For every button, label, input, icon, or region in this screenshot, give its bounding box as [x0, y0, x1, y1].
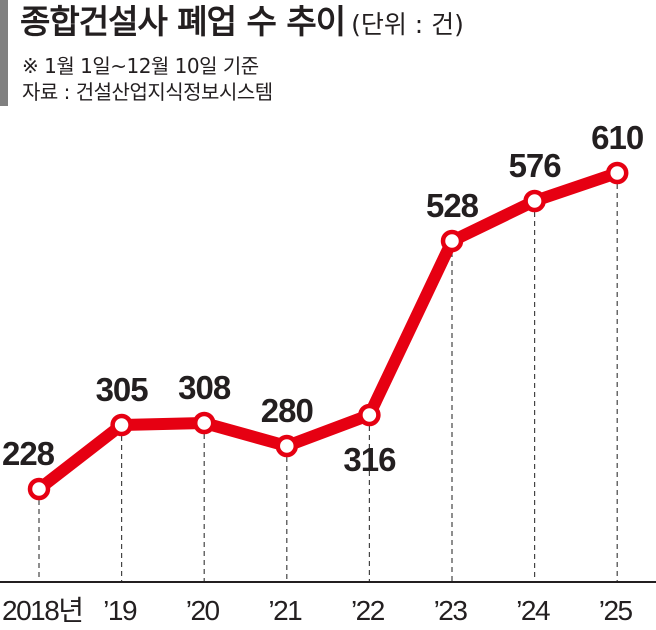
value-label: 316 — [343, 441, 396, 478]
value-label: 610 — [591, 119, 643, 156]
title-accent-bar — [0, 0, 8, 106]
value-label: 308 — [178, 369, 231, 406]
x-axis-tick-label: 2018년 — [2, 595, 83, 626]
data-point-marker — [275, 434, 299, 458]
data-point-marker — [358, 403, 381, 427]
value-label: 228 — [2, 435, 55, 472]
x-axis-tick-label: ’20 — [186, 595, 220, 626]
x-axis-tick-label: ’21 — [268, 595, 302, 626]
x-axis-tick-label: ’19 — [103, 595, 137, 626]
chart-title: 종합건설사 폐업 수 추이 (단위 : 건) — [20, 1, 464, 46]
data-markers — [27, 161, 629, 501]
data-point-marker — [192, 411, 216, 435]
data-point-marker — [523, 189, 546, 213]
value-label: 280 — [261, 392, 313, 429]
source-note: 자료 : 건설산업지식정보시스템 — [22, 80, 273, 104]
data-point-marker — [605, 161, 629, 185]
chart-title-text: 종합건설사 폐업 수 추이 — [20, 2, 346, 41]
data-point-marker — [27, 477, 51, 501]
unit-label: (단위 : 건) — [351, 10, 464, 39]
value-labels: 228 305 308 280 316 528 576 610 — [2, 119, 644, 478]
x-axis-tick-label: ’23 — [434, 595, 468, 626]
drop-lines — [38, 184, 618, 582]
x-axis-tick-label: ’22 — [351, 595, 385, 626]
value-label: 576 — [509, 147, 562, 184]
date-range-note: ※ 1월 1일~12월 10일 기준 — [22, 54, 259, 78]
data-point-marker — [110, 413, 133, 437]
value-label: 305 — [96, 371, 149, 408]
x-axis-labels: 2018년 ’19 ’20 ’21 ’22 ’23 ’24 ’25 — [2, 595, 634, 626]
value-label: 528 — [426, 187, 479, 224]
series-line — [33, 167, 624, 495]
x-axis-tick-label: ’24 — [516, 595, 550, 626]
data-point-marker — [440, 229, 464, 253]
x-axis-tick-label: ’25 — [599, 595, 633, 626]
